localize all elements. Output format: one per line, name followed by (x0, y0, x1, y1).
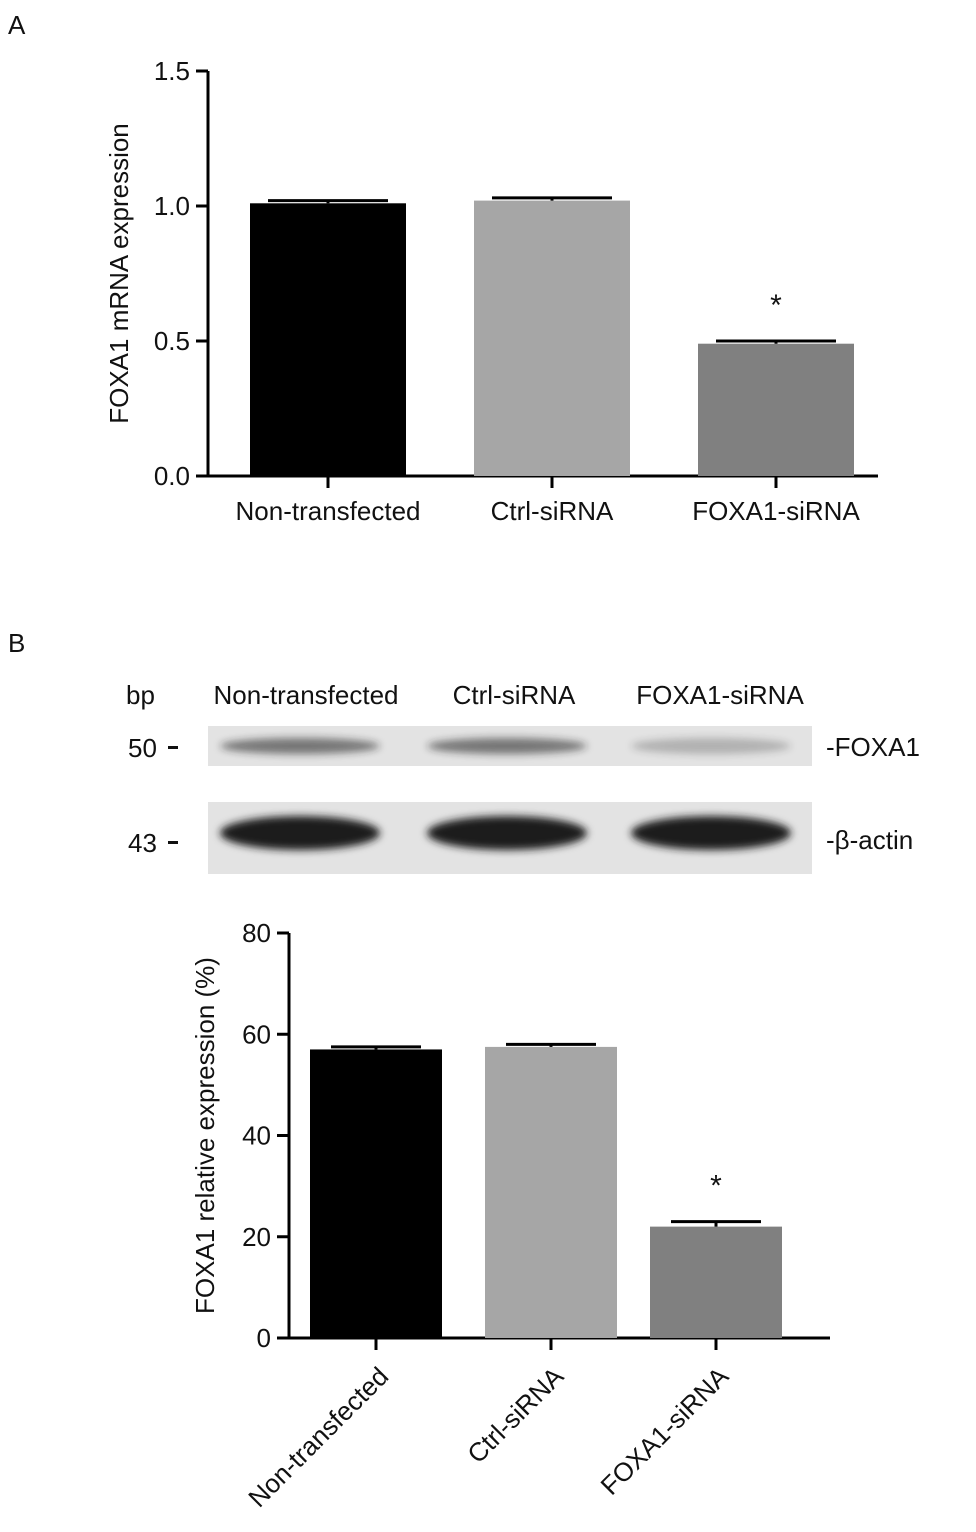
y-axis-label: FOXA1 mRNA expression (104, 123, 134, 424)
band-foxa1-lane-2 (427, 738, 587, 754)
marker-50-tick (168, 746, 178, 749)
bar-non-transfected (310, 1049, 442, 1338)
bar-non-transfected (250, 203, 406, 477)
bar-foxa1-sirna (650, 1226, 782, 1338)
y-tick-label-3: 1.5 (154, 56, 190, 86)
panel-b-label: B (8, 628, 26, 658)
band-beta-actin-lane-1 (220, 816, 380, 850)
y-tick-label-0: 0 (257, 1323, 271, 1353)
x-tick-label-non-transfected: Non-transfected (242, 1361, 394, 1513)
lane-label-foxa1-sirna: FOXA1-siRNA (636, 680, 804, 710)
x-tick-label-ctrl-sirna: Ctrl-siRNA (491, 496, 614, 526)
blot-row-beta-actin-label: -β-actin (826, 825, 914, 855)
band-foxa1-lane-3 (631, 738, 791, 754)
bar-ctrl-sirna (485, 1046, 617, 1338)
significance-marker-foxa1-sirna: * (710, 1170, 722, 1203)
chart-a-mrna-expression: 0.0 0.5 1.0 1.5 FOXA1 mRNA expression Non-tra… (104, 56, 878, 526)
marker-header: bp (126, 680, 155, 710)
bar-foxa1-sirna (698, 343, 854, 476)
y-tick-label-2: 1.0 (154, 191, 190, 221)
y-tick-label-1: 0.5 (154, 326, 190, 356)
marker-43: 43 (128, 828, 157, 858)
blot-row-foxa1-label: -FOXA1 (826, 732, 920, 762)
panel-a-label: A (8, 10, 26, 40)
band-beta-actin-lane-3 (631, 816, 791, 850)
y-tick-label-1: 20 (242, 1222, 271, 1252)
x-tick-label-foxa1-sirna: FOXA1-siRNA (595, 1361, 735, 1501)
lane-label-ctrl-sirna: Ctrl-siRNA (452, 680, 576, 710)
y-tick-label-2: 40 (242, 1121, 271, 1151)
bar-ctrl-sirna (474, 200, 630, 476)
y-tick-label-4: 80 (242, 918, 271, 948)
x-tick-label-non-transfected: Non-transfected (236, 496, 421, 526)
x-tick-label-ctrl-sirna: Ctrl-siRNA (461, 1361, 569, 1469)
y-tick-label-0: 0.0 (154, 461, 190, 491)
significance-marker-foxa1-sirna: * (770, 289, 782, 322)
lane-label-non-transfected: Non-transfected (213, 680, 399, 710)
x-tick-label-foxa1-sirna: FOXA1-siRNA (692, 496, 860, 526)
marker-43-tick (168, 841, 178, 844)
y-axis-label: FOXA1 relative expression (%) (190, 957, 220, 1314)
band-beta-actin-lane-2 (427, 816, 587, 850)
band-foxa1-lane-1 (220, 738, 380, 754)
marker-50: 50 (128, 733, 157, 763)
y-tick-label-3: 60 (242, 1019, 271, 1049)
